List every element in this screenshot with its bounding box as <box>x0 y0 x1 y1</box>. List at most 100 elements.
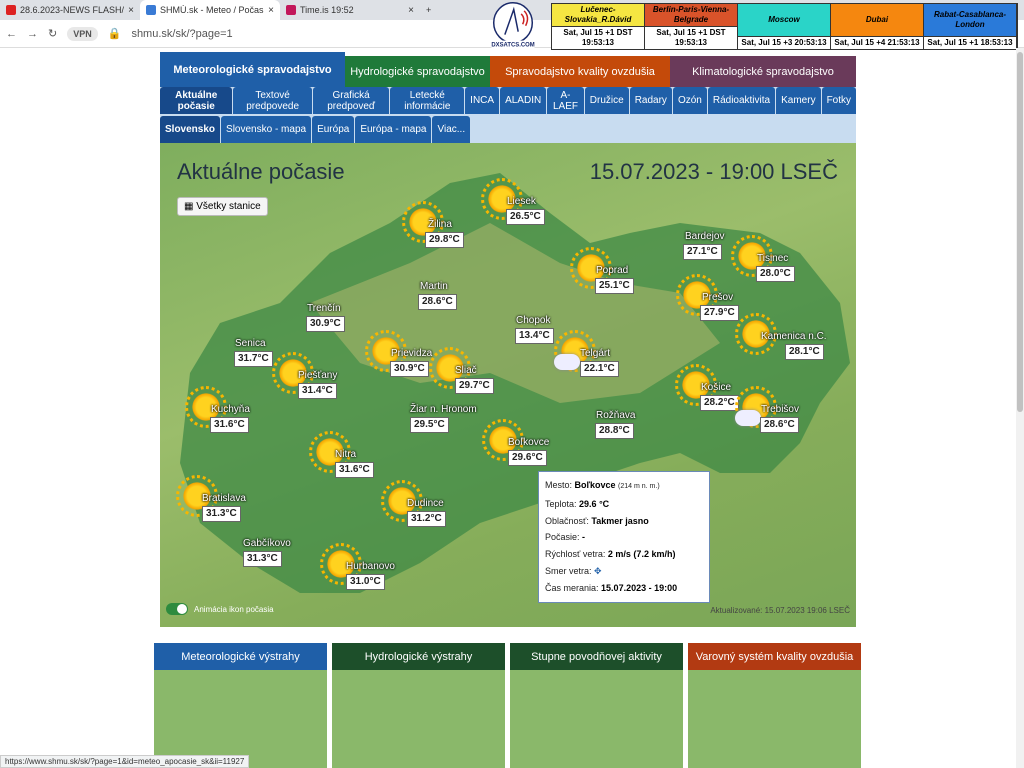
station-name[interactable]: Nitra <box>335 449 357 460</box>
station-name[interactable]: Prešov <box>702 292 734 303</box>
browser-tab[interactable]: Time.is 19:52 × <box>280 0 420 20</box>
browser-tab[interactable]: 28.6.2023-NEWS FLASH/16APSK M...× <box>0 0 140 20</box>
station-temp[interactable]: 31.7°C <box>234 351 273 367</box>
nav-region-tab[interactable]: Slovensko <box>160 116 221 143</box>
station-name[interactable]: Chopok <box>516 315 551 326</box>
station-name[interactable]: Martin <box>420 281 448 292</box>
url-input[interactable]: shmu.sk/sk/?page=1 <box>131 27 233 40</box>
station-name[interactable]: Košice <box>701 382 732 393</box>
station-name[interactable]: Bardejov <box>685 231 725 242</box>
station-temp[interactable]: 31.6°C <box>210 417 249 433</box>
station-temp[interactable]: 29.7°C <box>455 378 494 394</box>
station-temp[interactable]: 22.1°C <box>580 361 619 377</box>
station-name[interactable]: Sliač <box>455 365 477 376</box>
new-tab-button[interactable]: + <box>426 5 432 15</box>
nav-sub-tab[interactable]: Fotky <box>821 87 857 114</box>
station-name[interactable]: Žilina <box>428 219 452 230</box>
station-temp[interactable]: 26.5°C <box>506 209 545 225</box>
station-temp[interactable]: 31.2°C <box>407 511 446 527</box>
nav-sub-tab[interactable]: ALADIN <box>500 87 547 114</box>
nav-sub-tab[interactable]: Družice <box>584 87 629 114</box>
nav-sub-tab[interactable]: Letecké informácie <box>390 87 465 114</box>
card-header[interactable]: Meteorologické výstrahy <box>154 643 327 670</box>
station-temp[interactable]: 25.1°C <box>595 278 634 294</box>
station-temp[interactable]: 31.4°C <box>298 383 337 399</box>
nav-sub-tab[interactable]: Textové predpovede <box>233 87 312 114</box>
station-name[interactable]: Žiar n. Hronom <box>410 404 477 415</box>
station-name[interactable]: Hurbanovo <box>346 561 395 572</box>
nav-sub-tab[interactable]: Ozón <box>672 87 707 114</box>
forward-icon[interactable]: → <box>27 27 38 40</box>
nav-main-tab[interactable]: Spravodajstvo kvality ovzdušia <box>490 56 670 87</box>
station-temp[interactable]: 27.9°C <box>700 305 739 321</box>
station-name[interactable]: Poprad <box>596 265 629 276</box>
station-name[interactable]: Bratislava <box>202 493 246 504</box>
station-name[interactable]: Trenčín <box>307 303 341 314</box>
animation-toggle[interactable]: Animácia ikon počasia <box>166 603 274 615</box>
station-name[interactable]: Senica <box>235 338 266 349</box>
station-name[interactable]: Prievidza <box>391 348 433 359</box>
station-temp[interactable]: 27.1°C <box>683 244 722 260</box>
all-stations-button[interactable]: ▦ Všetky stanice <box>177 197 268 216</box>
nav-sub-tab[interactable]: Kamery <box>776 87 821 114</box>
warning-card[interactable]: Varovný systém kvality ovzdušia <box>688 643 861 768</box>
station-temp[interactable]: 28.6°C <box>760 417 799 433</box>
station-name[interactable]: Boľkovce <box>508 437 550 448</box>
station-name[interactable]: Kamenica n.C. <box>761 331 827 342</box>
nav-region-tab[interactable]: Európa - mapa <box>355 116 432 143</box>
vpn-badge[interactable]: VPN <box>67 26 98 41</box>
station-temp[interactable]: 30.9°C <box>390 361 429 377</box>
station-name[interactable]: Telgárt <box>580 348 611 359</box>
browser-tab[interactable]: SHMÚ.sk - Meteo / Počasie / Hydro × <box>140 0 280 20</box>
station-temp[interactable]: 28.6°C <box>418 294 457 310</box>
station-name[interactable]: Dudince <box>407 498 444 509</box>
nav-sub-tab[interactable]: Rádioaktivita <box>707 87 776 114</box>
station-temp[interactable]: 31.3°C <box>243 551 282 567</box>
world-clock: Lučenec-Slovakia_R.Dávid Sat, Jul 15 +1 D… <box>552 4 645 49</box>
nav-sub-tab[interactable]: INCA <box>465 87 500 114</box>
warning-card[interactable]: Hydrologické výstrahy <box>332 643 505 768</box>
nav-region-tab[interactable]: Slovensko - mapa <box>221 116 312 143</box>
station-name[interactable]: Trebišov <box>761 404 799 415</box>
warning-card[interactable]: Stupne povodňovej aktivity <box>510 643 683 768</box>
nav-region-tab[interactable]: Európa <box>312 116 355 143</box>
station-name[interactable]: Liesek <box>507 196 536 207</box>
station-temp[interactable]: 28.1°C <box>785 344 824 360</box>
nav-sub-tab[interactable]: Radary <box>629 87 672 114</box>
station-name[interactable]: Kuchyňa <box>211 404 250 415</box>
nav-main-tab[interactable]: Klimatologické spravodajstvo <box>670 56 856 87</box>
warning-card[interactable]: Meteorologické výstrahy <box>154 643 327 768</box>
station-name[interactable]: Piešťany <box>298 370 338 381</box>
station-temp[interactable]: 29.5°C <box>410 417 449 433</box>
station-name[interactable]: Gabčíkovo <box>243 538 291 549</box>
reload-icon[interactable]: ↻ <box>48 28 58 40</box>
scrollbar[interactable] <box>1016 48 1024 768</box>
nav-region-tab[interactable]: Viac... <box>432 116 471 143</box>
station-temp[interactable]: 13.4°C <box>515 328 554 344</box>
nav-sub-tab[interactable]: Grafická predpoveď <box>312 87 390 114</box>
station-temp[interactable]: 28.2°C <box>700 395 739 411</box>
close-tab-icon[interactable]: × <box>408 4 414 16</box>
card-header[interactable]: Hydrologické výstrahy <box>332 643 505 670</box>
close-tab-icon[interactable]: × <box>268 4 274 16</box>
nav-sub-tab[interactable]: A-LAEF <box>547 87 584 114</box>
world-clock: Dubai Sat, Jul 15 +4 21:53:13 <box>831 4 924 49</box>
station-name[interactable]: Rožňava <box>596 410 636 421</box>
station-temp[interactable]: 31.6°C <box>335 462 374 478</box>
card-header[interactable]: Stupne povodňovej aktivity <box>510 643 683 670</box>
nav-main-tab[interactable]: Meteorologické spravodajstvo <box>160 52 345 87</box>
close-tab-icon[interactable]: × <box>128 4 134 16</box>
station-temp[interactable]: 29.6°C <box>508 450 547 466</box>
card-header[interactable]: Varovný systém kvality ovzdušia <box>688 643 861 670</box>
back-icon[interactable]: ← <box>6 27 17 40</box>
station-temp[interactable]: 28.0°C <box>756 266 795 282</box>
station-temp[interactable]: 29.8°C <box>425 232 464 248</box>
station-temp[interactable]: 28.8°C <box>595 423 634 439</box>
toggle-switch[interactable] <box>166 603 188 615</box>
nav-main-tab[interactable]: Hydrologické spravodajstvo <box>345 56 490 87</box>
nav-sub-tab[interactable]: Aktuálne počasie <box>160 87 233 114</box>
station-temp[interactable]: 30.9°C <box>306 316 345 332</box>
station-temp[interactable]: 31.0°C <box>346 574 385 590</box>
station-temp[interactable]: 31.3°C <box>202 506 241 522</box>
station-name[interactable]: Tisinec <box>757 253 789 264</box>
